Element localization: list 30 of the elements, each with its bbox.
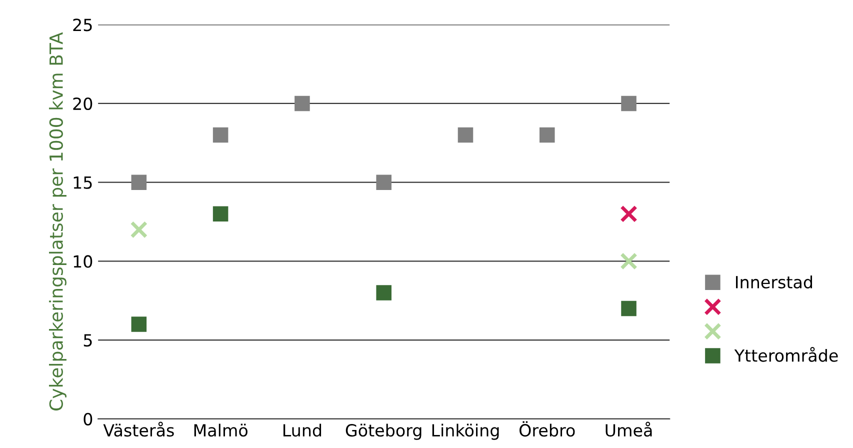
legend-label: Innerstad bbox=[736, 276, 812, 288]
point bbox=[131, 316, 147, 332]
y-tick-label: 0 bbox=[84, 412, 92, 426]
point bbox=[294, 96, 310, 112]
x-tick-label: Västerås bbox=[103, 422, 174, 437]
x-tick-label: Göteborg bbox=[346, 424, 422, 440]
point bbox=[130, 220, 148, 238]
legend-label: Ytterområde bbox=[734, 346, 838, 362]
point bbox=[540, 127, 555, 143]
y-tick-label: 5 bbox=[84, 334, 92, 347]
x-tick-label: Malmö bbox=[194, 424, 248, 437]
x-tick-label: Linköing bbox=[432, 424, 499, 440]
point bbox=[621, 300, 636, 316]
x-tick-label: Örebro bbox=[520, 421, 575, 437]
x-tick-label: Umeå bbox=[606, 422, 652, 437]
point bbox=[458, 127, 474, 143]
point bbox=[621, 96, 636, 112]
point bbox=[376, 174, 392, 190]
point bbox=[212, 127, 228, 143]
point bbox=[131, 174, 147, 190]
y-tick-label: 15 bbox=[74, 176, 92, 189]
point bbox=[212, 206, 228, 222]
point bbox=[376, 285, 392, 300]
point bbox=[620, 252, 638, 270]
x-tick-label: Lund bbox=[283, 424, 322, 437]
y-tick-label: 10 bbox=[74, 255, 92, 268]
point bbox=[620, 205, 638, 223]
y-tick-label: 25 bbox=[73, 18, 92, 32]
y-axis-title: Cykelparkeringsplatser per 1000 kvm BTA bbox=[48, 32, 66, 410]
y-tick-label: 20 bbox=[73, 97, 92, 110]
